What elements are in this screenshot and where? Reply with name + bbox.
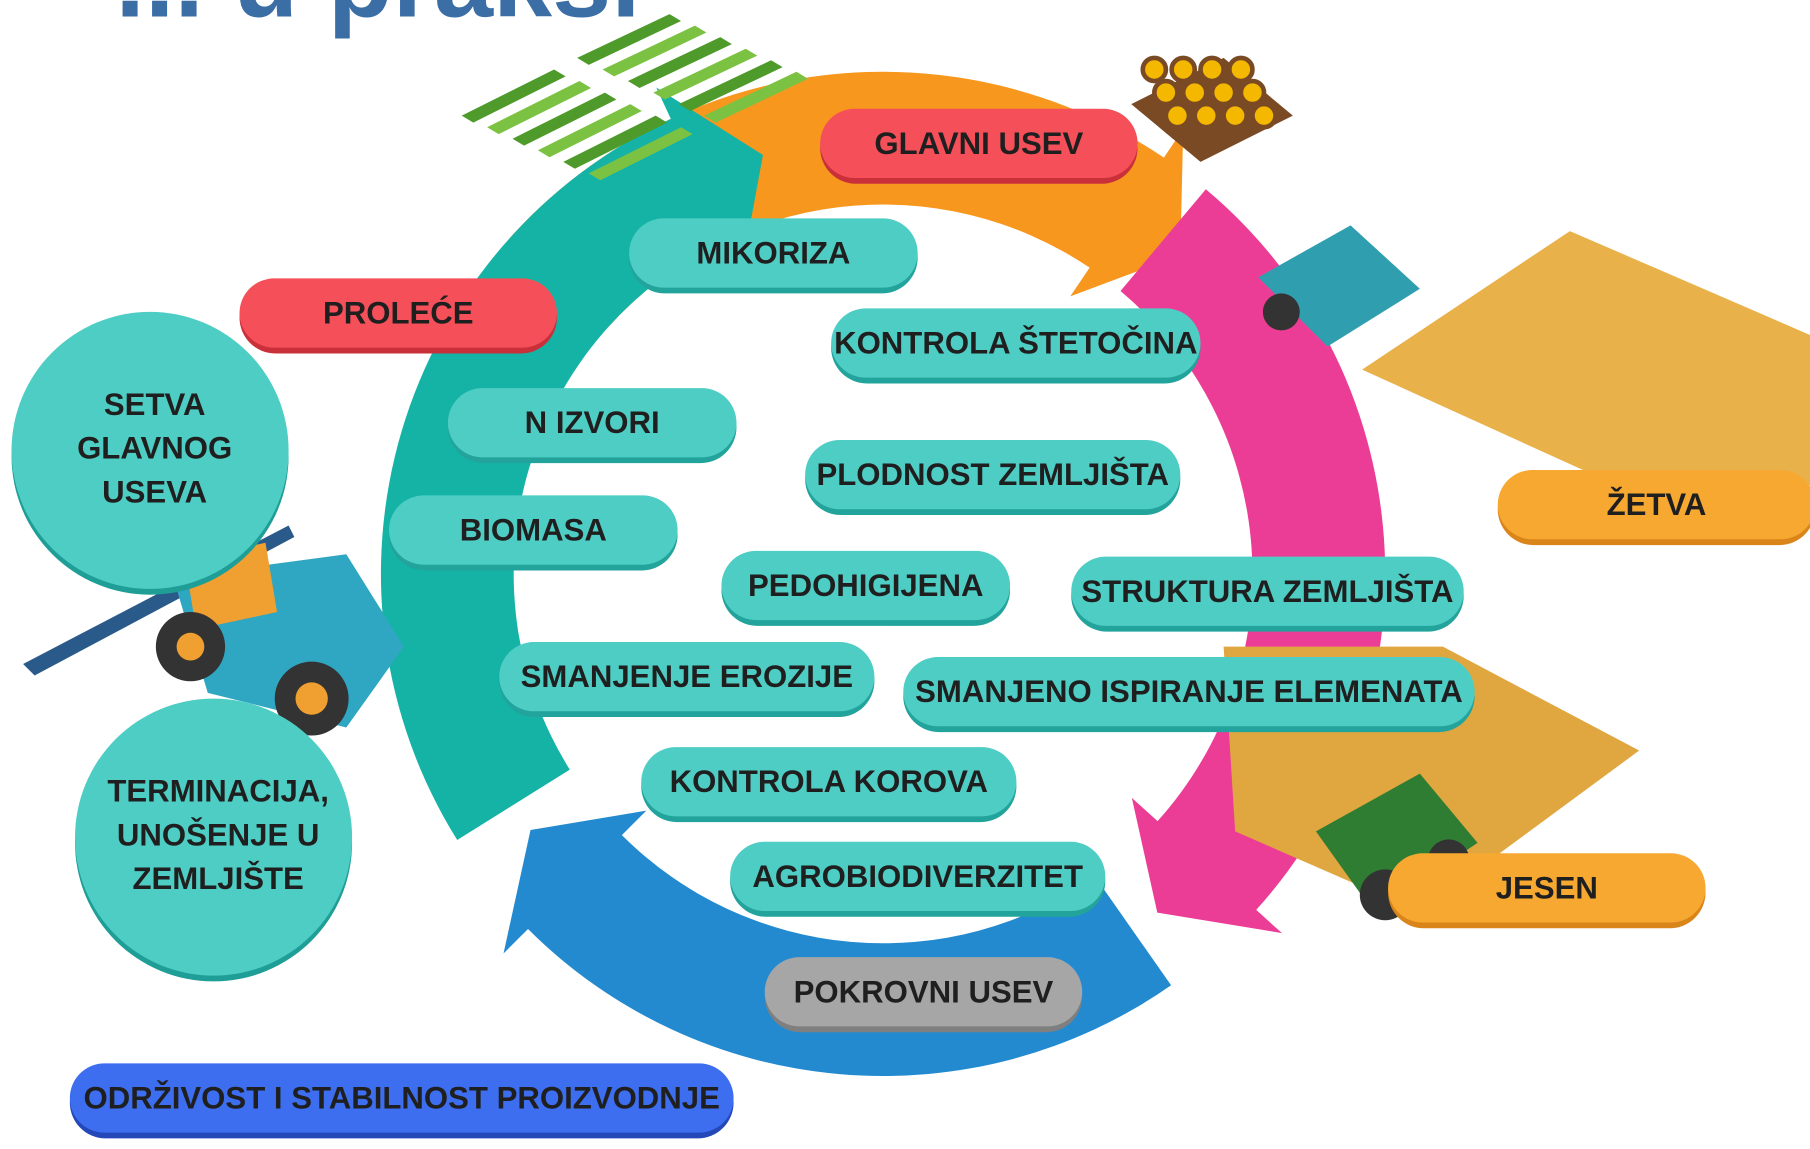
page: { "title": "... u praksi", "seasons": { …	[0, 0, 1810, 1149]
diagram: ... u praksi SETVA GLAVNOG USEVA TERMINACIJ…	[0, 0, 1810, 1149]
benefit: PEDOHIGIJENA	[721, 551, 1010, 626]
benefit: SMANJENO ISPIRANJE ELEMENATA	[903, 657, 1474, 732]
stage-line: USEVA	[102, 475, 207, 510]
benefit: N IZVORI	[448, 388, 737, 463]
wheat-field	[1362, 231, 1810, 485]
benefit: KONTROLA ŠTETOČINA	[831, 308, 1200, 383]
pill-text: PROLEĆE	[323, 295, 474, 331]
stage-line: SETVA	[104, 387, 206, 422]
pill-text: MIKORIZA	[696, 236, 850, 271]
hub	[296, 682, 328, 714]
pill-text: ŽETVA	[1607, 486, 1707, 522]
stage-line: UNOŠENJE U	[117, 816, 320, 852]
sunflower	[1154, 81, 1177, 104]
benefit: BIOMASA	[389, 495, 678, 570]
season-label: ŽETVA	[1498, 470, 1810, 545]
sunflower	[1166, 104, 1189, 127]
sunflower	[1183, 81, 1206, 104]
stage-circle: TERMINACIJA, UNOŠENJE U ZEMLJIŠTE	[75, 699, 352, 982]
sunflower	[1212, 81, 1235, 104]
hub	[177, 633, 205, 661]
benefit: AGROBIODIVERZITET	[730, 842, 1105, 917]
sunflower	[1172, 58, 1195, 81]
pill-text: AGROBIODIVERZITET	[752, 859, 1083, 894]
pill-text: BIOMASA	[460, 513, 607, 548]
pill-text: SMANJENO ISPIRANJE ELEMENATA	[915, 674, 1463, 709]
pill-text: JESEN	[1496, 870, 1598, 905]
stage-line: GLAVNOG	[77, 431, 232, 466]
benefit: PLODNOST ZEMLJIŠTA	[805, 440, 1180, 515]
pill-text: SMANJENJE EROZIJE	[521, 659, 853, 694]
season-label: PROLEĆE	[240, 278, 557, 353]
stage-circle: SETVA GLAVNOG USEVA	[12, 312, 289, 595]
season-label: GLAVNI USEV	[820, 109, 1137, 184]
sunflower	[1241, 81, 1264, 104]
benefit: KONTROLA KOROVA	[641, 747, 1016, 822]
sunflower	[1201, 58, 1224, 81]
stage-line: ZEMLJIŠTE	[132, 860, 303, 896]
arrow-teal	[381, 87, 763, 840]
pill-text: KONTROLA ŠTETOČINA	[834, 325, 1197, 361]
title: ... u praksi	[115, 0, 640, 39]
pill-text: PLODNOST ZEMLJIŠTA	[816, 456, 1169, 492]
stage-line: TERMINACIJA,	[107, 773, 329, 808]
pill-text: PEDOHIGIJENA	[748, 568, 983, 603]
sunflower	[1229, 58, 1252, 81]
wheel	[1263, 293, 1300, 330]
pill-text: GLAVNI USEV	[874, 126, 1083, 161]
pill-text: ODRŽIVOST I STABILNOST PROIZVODNJE	[83, 1080, 719, 1116]
pill-text: N IZVORI	[525, 405, 660, 440]
pill-text: POKROVNI USEV	[794, 974, 1054, 1009]
season-label: JESEN	[1388, 853, 1705, 928]
sunflower	[1252, 104, 1275, 127]
footer-label: ODRŽIVOST I STABILNOST PROIZVODNJE	[70, 1063, 734, 1138]
benefit: SMANJENJE EROZIJE	[499, 642, 874, 717]
benefit: STRUKTURA ZEMLJIŠTA	[1071, 557, 1463, 632]
sunflower	[1143, 58, 1166, 81]
sunflower	[1195, 104, 1218, 127]
pill-text: KONTROLA KOROVA	[670, 764, 988, 799]
benefit: MIKORIZA	[629, 218, 918, 293]
sunflower	[1224, 104, 1247, 127]
season-label: POKROVNI USEV	[765, 957, 1082, 1032]
pill-text: STRUKTURA ZEMLJIŠTA	[1081, 573, 1453, 609]
